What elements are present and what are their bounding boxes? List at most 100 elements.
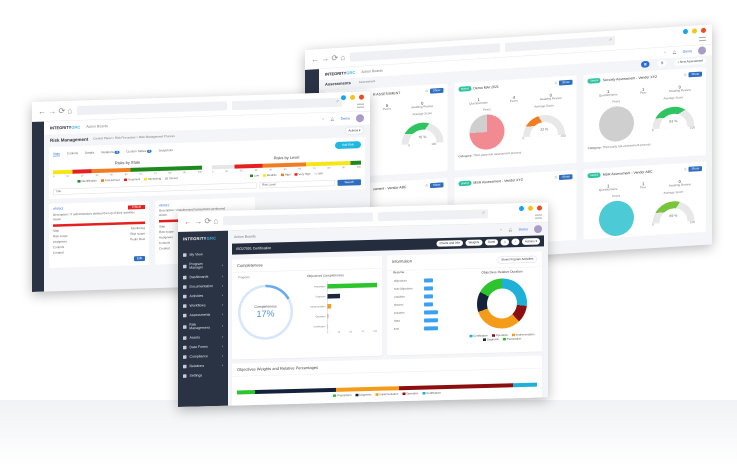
legend-item[interactable]: Implementation <box>375 393 398 397</box>
tab-relations[interactable]: Relations 3 <box>101 150 120 155</box>
risk-id[interactable]: #RISK3 <box>53 207 64 211</box>
tab-controls[interactable]: Controls <box>67 152 79 156</box>
add-risk-button[interactable]: Add Risk <box>334 141 361 149</box>
legend-item[interactable]: Low <box>250 174 259 178</box>
print-icon[interactable]: ⎙ <box>425 184 428 188</box>
user-name[interactable]: Demo <box>340 116 350 121</box>
tab-state[interactable]: State <box>53 152 61 157</box>
legend-item[interactable]: Diagnosis <box>355 393 371 397</box>
legend-item[interactable]: Implementation <box>511 333 535 337</box>
url-bar[interactable] <box>77 101 228 115</box>
bell-icon[interactable]: 🔔︎ <box>330 117 335 122</box>
export-icon[interactable]: ⇩ <box>500 238 510 246</box>
actions-button[interactable]: Actions ▾ <box>344 126 364 135</box>
legend-item[interactable]: Closed <box>165 177 178 180</box>
legend-item[interactable]: Operation <box>491 334 508 337</box>
avatar[interactable] <box>356 114 364 123</box>
user-name[interactable]: Demo <box>518 227 528 232</box>
title-filter-input[interactable] <box>53 182 257 195</box>
bar-segment[interactable] <box>212 164 235 170</box>
breadcrumb[interactable]: Action Boards <box>234 234 256 239</box>
legend-item[interactable]: Preparation <box>502 338 521 341</box>
charts-info-button[interactable]: Charts and Info <box>436 240 463 247</box>
legend-item[interactable]: Diagnosis <box>482 338 499 341</box>
legend-item[interactable]: Treatment <box>123 178 140 182</box>
breadcrumb-path[interactable]: Control Panel > Risk Processes > Risk Ma… <box>93 134 175 141</box>
browser-search[interactable]: ⌕ <box>378 209 489 222</box>
bell-icon[interactable]: 🔔︎ <box>672 50 677 55</box>
legend-item[interactable]: Monitoring <box>144 177 161 181</box>
weight-segment[interactable] <box>237 389 255 395</box>
show-program-activities-button[interactable]: Show Program Activities <box>497 255 537 264</box>
weight-segment[interactable] <box>336 386 399 392</box>
search-program-icon[interactable]: ⌕ <box>511 238 520 246</box>
window-controls[interactable] <box>341 94 364 101</box>
legend-item[interactable]: Certification <box>422 392 441 395</box>
risk-id[interactable]: #RISK2 <box>159 204 170 208</box>
completeness-bar[interactable] <box>327 282 377 289</box>
url-bar[interactable] <box>223 212 374 226</box>
gantt-button[interactable]: Gantt <box>484 239 499 246</box>
weight-segment[interactable] <box>513 382 537 388</box>
window-controls[interactable] <box>519 205 542 212</box>
show-button[interactable]: Show <box>688 71 702 78</box>
legend-item[interactable]: Preparation <box>333 394 351 397</box>
risk-level-select[interactable]: Risk Level <box>259 179 335 189</box>
assessment-title[interactable]: R ASSESSMENT <box>373 91 401 97</box>
legend-item[interactable]: High <box>280 173 290 177</box>
assessment-title[interactable]: ssment - Vendor ABC <box>373 185 407 191</box>
back-icon[interactable]: ← → ⟳ ⌂ <box>184 216 219 227</box>
browser-search[interactable]: ⌕ <box>232 97 343 110</box>
user-name[interactable]: Demo <box>682 49 692 54</box>
search-icon[interactable]: ⌕ <box>500 228 503 232</box>
sidebar-item-program-manager[interactable]: Program Manager › <box>178 259 228 273</box>
print-icon[interactable]: ⎙ <box>425 89 428 93</box>
tab-assessments[interactable]: Assessments <box>325 80 351 87</box>
legend-item[interactable]: N/A <box>314 172 323 175</box>
tab-assessment[interactable]: Assessment <box>358 79 376 84</box>
assessment-title[interactable]: Demo MAr 2021 <box>473 85 499 91</box>
legend-item[interactable]: Operation <box>402 392 418 396</box>
show-button[interactable]: Show <box>429 182 444 189</box>
back-icon[interactable]: ← → ⟳ ⌂ <box>311 53 346 64</box>
legend-item[interactable]: Medium <box>263 174 277 177</box>
search-icon[interactable]: ⌕ <box>664 50 667 55</box>
bar-segment[interactable] <box>72 169 92 174</box>
show-button[interactable]: Show <box>688 166 702 172</box>
breadcrumb[interactable]: Action Boards <box>361 68 384 74</box>
weights-button[interactable]: Weights <box>465 239 483 246</box>
search-icon[interactable]: ⌕ <box>322 117 325 121</box>
avatar[interactable] <box>534 224 542 234</box>
completeness-bar[interactable] <box>327 303 331 309</box>
weight-segment[interactable] <box>255 387 336 394</box>
assessment-title[interactable]: Security Assessment - Vendor XYZ <box>602 75 658 83</box>
menu-icon[interactable] <box>535 214 542 219</box>
tab-details[interactable]: Details <box>85 151 95 155</box>
show-button[interactable]: Show <box>429 87 444 94</box>
menu-icon[interactable] <box>357 103 364 108</box>
legend-item[interactable]: Assessment <box>100 179 120 183</box>
bell-icon[interactable]: 🔔︎ <box>508 228 513 232</box>
new-assessment-button[interactable]: + New Assessment <box>674 57 706 66</box>
edit-button[interactable]: Edit <box>133 255 145 262</box>
print-icon[interactable]: ⎙ <box>684 167 687 171</box>
legend-item[interactable]: Very High <box>294 173 310 177</box>
show-button[interactable]: Show <box>559 79 573 86</box>
menu-icon[interactable] <box>699 36 706 42</box>
print-icon[interactable]: ⎙ <box>554 81 558 85</box>
legend-item[interactable]: Certification <box>469 334 488 338</box>
sidebar-item-risk-management[interactable]: Risk Management › <box>178 319 228 333</box>
assessment-title[interactable]: MSR Assessment - Vendor XYZ <box>473 178 523 185</box>
window-controls[interactable] <box>683 27 706 35</box>
tab-custom-tables[interactable]: Custom Tables 3 <box>126 149 152 154</box>
bar-segment[interactable] <box>350 160 361 165</box>
grid-view-button[interactable]: ▦ <box>640 60 650 68</box>
actions-button[interactable]: Actions ▾ <box>521 237 540 245</box>
sidebar-item-settings[interactable]: Settings <box>178 370 228 381</box>
show-button[interactable]: Show <box>559 174 573 181</box>
completeness-bar[interactable] <box>327 313 329 319</box>
assessment-title[interactable]: MSR Assessment - Vendor ABC <box>602 169 653 177</box>
back-icon[interactable]: ← → ⟳ ⌂ <box>38 106 73 117</box>
browser-search[interactable]: ⌕ <box>505 35 616 52</box>
bar-segment[interactable] <box>53 169 73 175</box>
